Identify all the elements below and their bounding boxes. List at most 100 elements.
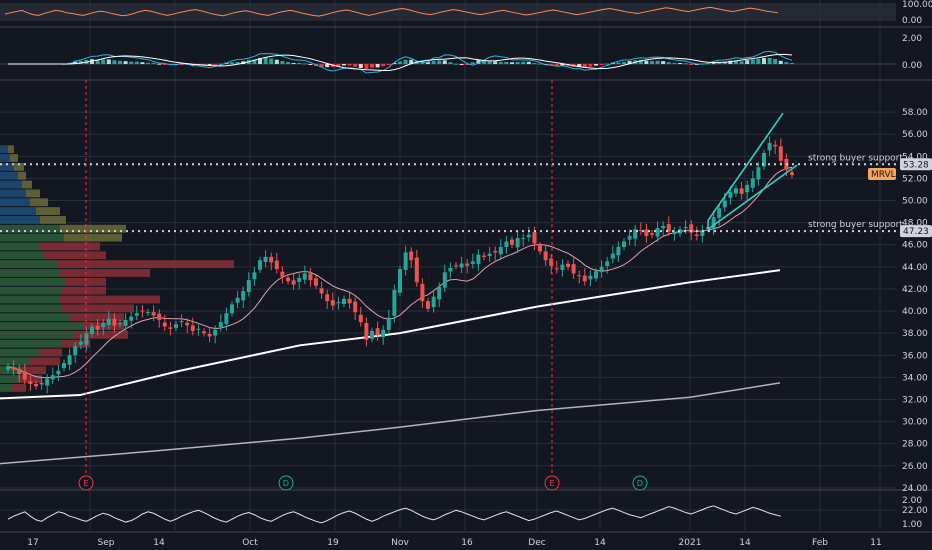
candle-body: [470, 261, 475, 264]
price-tick-label: 42.00: [902, 285, 928, 295]
candle-body: [476, 254, 481, 264]
macd-histogram-bar: [140, 62, 145, 64]
dividend-marker: [278, 475, 294, 491]
candle-body: [487, 253, 492, 257]
symbol-tag: [868, 168, 896, 180]
price-tag: [900, 225, 932, 238]
signal-line: [8, 53, 793, 71]
candle-body: [482, 255, 486, 257]
profile-bar: [62, 286, 106, 295]
candle-body: [336, 302, 341, 304]
profile-bar: [18, 171, 26, 180]
macd-histogram-bar: [213, 64, 218, 65]
candle-body: [190, 325, 195, 331]
macd-histogram-bar: [280, 61, 285, 64]
candle-body: [258, 260, 262, 270]
macd-histogram-bar: [162, 64, 167, 65]
ma-200-line: [0, 382, 781, 465]
candle-body: [274, 260, 279, 270]
candle-body: [39, 382, 44, 385]
profile-bar: [0, 330, 74, 339]
candle-body: [633, 229, 638, 239]
candle-body: [353, 301, 358, 313]
rsi-level-mid: 0.00: [902, 16, 922, 26]
price-axis: 22.00 24.00 26.00 28.00 30.00 32.00 34.00 36.00…: [902, 108, 928, 516]
candle-body: [168, 327, 173, 329]
candle-body: [269, 256, 274, 263]
candle-body: [538, 245, 542, 252]
price-tags: 53.28 MRVL 47.23: [868, 158, 932, 238]
profile-bar: [0, 339, 62, 348]
candle-body: [582, 275, 587, 282]
rsi-line: [4, 6, 778, 17]
candle-body: [638, 230, 643, 232]
macd-histogram-bar: [392, 63, 397, 65]
candle-body: [375, 328, 380, 336]
profile-bar: [26, 189, 40, 198]
rising-wedge: [707, 112, 798, 230]
candle-body: [162, 322, 167, 327]
candle-body: [683, 227, 688, 229]
macd-histogram-bar: [370, 64, 374, 68]
macd-histogram-bar: [728, 60, 733, 64]
macd-histogram-bar: [218, 63, 223, 65]
candle-body: [566, 263, 570, 267]
candle-body: [778, 146, 783, 161]
candle-body: [67, 355, 72, 365]
moving-averages: [0, 166, 793, 465]
macd-histogram-bar: [498, 61, 503, 64]
candle-body: [6, 366, 10, 370]
macd-histogram-bar: [364, 64, 369, 69]
candle-body: [106, 318, 111, 325]
rsi-band: [0, 3, 896, 21]
profile-bar: [0, 145, 8, 154]
macd-histogram-bar: [319, 64, 324, 67]
candle-body: [767, 143, 772, 151]
profile-bar: [64, 233, 122, 242]
macd-histogram-bar: [291, 62, 296, 64]
candle-body: [129, 316, 134, 321]
profile-bar: [40, 216, 66, 224]
profile-bar: [20, 375, 42, 383]
macd-histogram-bar: [375, 64, 380, 68]
macd-histogram-bar: [409, 59, 414, 64]
candle-body: [28, 381, 33, 384]
macd-histogram-bar: [398, 61, 402, 64]
price-tick-label: 34.00: [902, 373, 928, 383]
dividend-marker-label: D: [637, 479, 643, 488]
macd-histogram-bar: [773, 58, 778, 64]
earnings-marker: [78, 475, 94, 491]
price-tick-label: 56.00: [902, 130, 928, 140]
macd-histogram-bar: [442, 60, 447, 64]
rsi-level-top: 100.00: [902, 0, 932, 10]
macd-histogram-bar: [672, 62, 677, 64]
candle-body: [174, 324, 178, 328]
indicator-level-upper: 2.00: [902, 496, 922, 506]
profile-bar: [40, 348, 62, 357]
profile-bar: [0, 366, 26, 375]
profile-bar: [0, 180, 22, 189]
candle-body: [403, 252, 408, 270]
candle-body: [364, 322, 369, 340]
macd-histogram-bar: [515, 61, 520, 64]
candle-body: [672, 232, 677, 235]
candle-body: [650, 233, 654, 235]
time-axis: 17 Sep 14 Oct 19 Nov 16 Dec 14 2021 14 Feb 11: [27, 538, 881, 548]
macd-histogram-bar: [493, 61, 498, 64]
candle-body: [560, 264, 565, 270]
candle-body: [179, 321, 184, 322]
candle-body: [118, 323, 122, 325]
macd-histogram-bar: [151, 62, 156, 64]
macd-histogram-bar: [521, 61, 526, 64]
candle-body: [314, 278, 318, 286]
candle-body: [112, 318, 117, 326]
candle-body: [554, 268, 559, 270]
profile-bar: [0, 251, 44, 260]
macd-histogram-bar: [470, 62, 475, 64]
macd-histogram-bar: [448, 62, 453, 64]
candle-body: [50, 375, 55, 380]
price-tick-label: 26.00: [902, 462, 928, 472]
candle-body: [666, 224, 671, 232]
